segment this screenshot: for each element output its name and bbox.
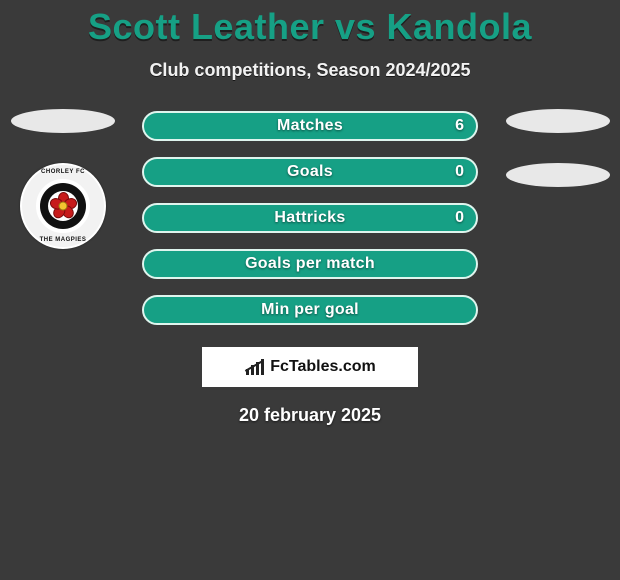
stat-label: Hattricks bbox=[274, 209, 345, 227]
left-player-column: CHORLEY FC THE MAGPIES bbox=[8, 109, 118, 249]
stat-row-hattricks: Hattricks 0 bbox=[142, 203, 478, 233]
stat-right-value: 6 bbox=[455, 113, 464, 139]
stat-row-min-per-goal: Min per goal bbox=[142, 295, 478, 325]
chart-icon bbox=[244, 359, 264, 375]
player-left-avatar-placeholder bbox=[11, 109, 115, 133]
branding-text: FcTables.com bbox=[270, 358, 376, 376]
stat-row-goals: Goals 0 bbox=[142, 157, 478, 187]
stat-row-goals-per-match: Goals per match bbox=[142, 249, 478, 279]
right-player-column bbox=[504, 109, 612, 187]
player-right-club-placeholder bbox=[506, 163, 610, 187]
stat-row-matches: Matches 6 bbox=[142, 111, 478, 141]
rose-icon bbox=[51, 194, 75, 218]
stat-label: Goals bbox=[287, 163, 333, 181]
stat-bars: Matches 6 Goals 0 Hattricks 0 Goals per … bbox=[142, 111, 478, 325]
crest-text-top: CHORLEY FC bbox=[20, 169, 106, 175]
date-text: 20 february 2025 bbox=[0, 405, 620, 426]
player-left-club-crest: CHORLEY FC THE MAGPIES bbox=[20, 163, 106, 249]
subtitle: Club competitions, Season 2024/2025 bbox=[0, 60, 620, 81]
stat-right-value: 0 bbox=[455, 205, 464, 231]
branding-box[interactable]: FcTables.com bbox=[202, 347, 418, 387]
stat-label: Matches bbox=[277, 117, 343, 135]
stat-right-value: 0 bbox=[455, 159, 464, 185]
page-title: Scott Leather vs Kandola bbox=[0, 6, 620, 48]
stat-label: Min per goal bbox=[261, 301, 359, 319]
crest-text-bottom: THE MAGPIES bbox=[20, 237, 106, 243]
stat-label: Goals per match bbox=[245, 255, 375, 273]
player-right-avatar-placeholder bbox=[506, 109, 610, 133]
comparison-content: CHORLEY FC THE MAGPIES bbox=[0, 111, 620, 426]
